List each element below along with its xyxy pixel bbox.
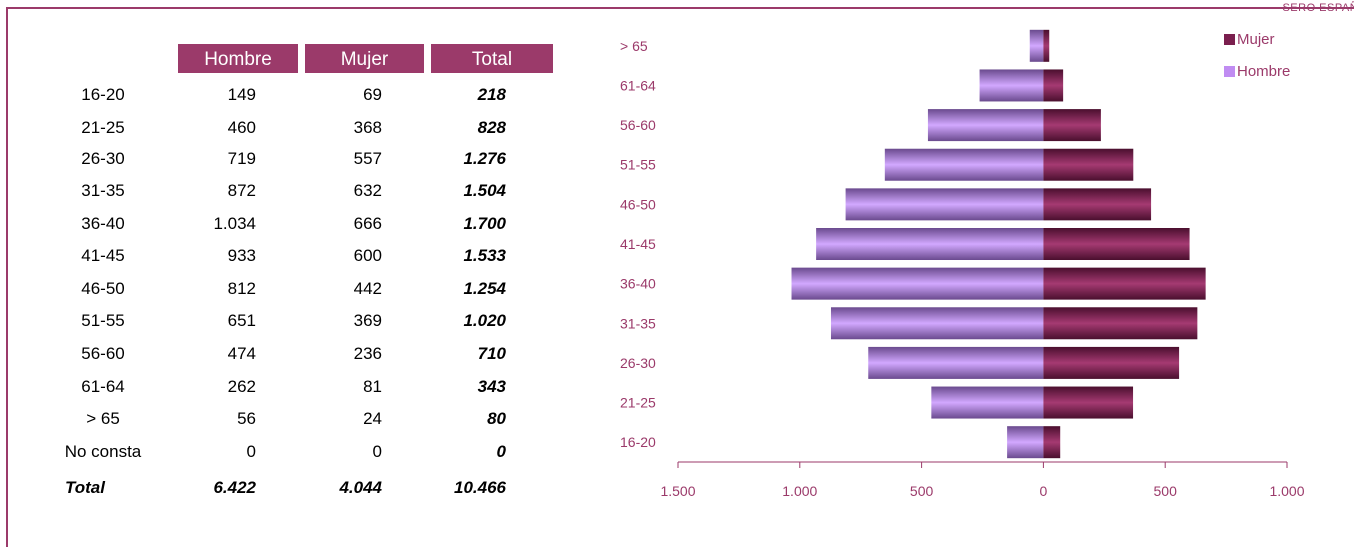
category-label: 51-55 [620, 157, 656, 173]
x-tick-label: 1.500 [660, 483, 695, 499]
legend-swatch [1224, 66, 1235, 77]
bar-hombre [980, 69, 1044, 101]
x-tick-label: 1.000 [1269, 483, 1304, 499]
category-label: 31-35 [620, 315, 656, 331]
bar-hombre [885, 149, 1044, 181]
bar-mujer [1043, 307, 1197, 339]
bar-mujer [1043, 188, 1151, 220]
bar-hombre [1030, 30, 1044, 62]
bar-mujer [1043, 109, 1100, 141]
bar-hombre [1007, 426, 1043, 458]
bar-hombre [831, 307, 1043, 339]
legend-swatch [1224, 34, 1235, 45]
legend-label: Mujer [1237, 31, 1275, 48]
bar-mujer [1043, 347, 1179, 379]
category-label: 56-60 [620, 117, 656, 133]
bar-mujer [1043, 149, 1133, 181]
category-label: > 65 [620, 38, 648, 54]
legend-label: Hombre [1237, 63, 1290, 80]
x-tick-label: 1.000 [782, 483, 817, 499]
category-label: 26-30 [620, 355, 656, 371]
bar-mujer [1043, 268, 1205, 300]
bar-hombre [931, 387, 1043, 419]
x-tick-label: 500 [910, 483, 934, 499]
category-label: 21-25 [620, 395, 656, 411]
category-label: 16-20 [620, 434, 656, 450]
bar-mujer [1043, 228, 1189, 260]
bar-hombre [816, 228, 1043, 260]
bar-mujer [1043, 387, 1133, 419]
bar-mujer [1043, 69, 1063, 101]
bar-mujer [1043, 30, 1049, 62]
population-pyramid-chart: 16-20 21-25 26-30 31-35 36-40 41-45 46-50 51-55… [0, 0, 1354, 531]
bar-hombre [868, 347, 1043, 379]
bar-hombre [846, 188, 1044, 220]
x-tick-label: 0 [1040, 483, 1048, 499]
bar-mujer [1043, 426, 1060, 458]
category-label: 61-64 [620, 77, 656, 93]
category-label: 36-40 [620, 276, 656, 292]
category-label: 41-45 [620, 236, 656, 252]
bar-hombre [928, 109, 1043, 141]
bar-hombre [792, 268, 1044, 300]
x-tick-label: 500 [1154, 483, 1178, 499]
category-label: 46-50 [620, 196, 656, 212]
